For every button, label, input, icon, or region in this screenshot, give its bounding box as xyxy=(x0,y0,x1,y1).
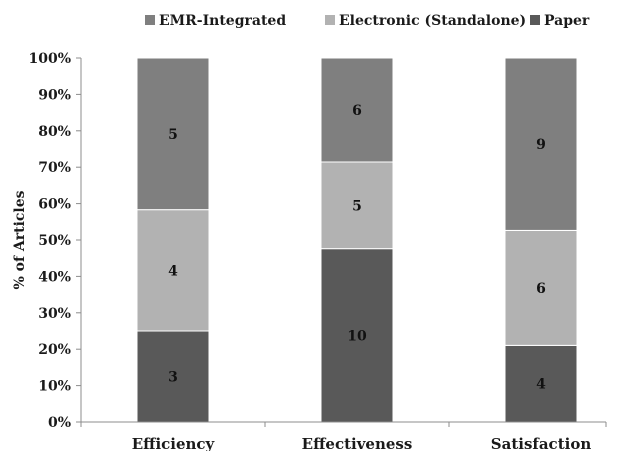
x-tick-label: Satisfaction xyxy=(491,435,592,451)
y-tick-label: 90% xyxy=(38,87,71,103)
y-tick-label: 20% xyxy=(38,342,71,358)
y-tick-label: 30% xyxy=(38,306,71,322)
data-label-satisfaction-paper: 4 xyxy=(536,377,546,393)
y-tick-label: 70% xyxy=(38,160,71,176)
y-tick-label: 50% xyxy=(38,233,71,249)
data-label-satisfaction-emr-integrated: 9 xyxy=(536,137,546,153)
axes xyxy=(80,58,607,427)
y-tick-label: 40% xyxy=(38,269,71,285)
legend-label-emr-integrated: EMR-Integrated xyxy=(159,13,286,29)
data-label-effectiveness-emr-integrated: 6 xyxy=(352,103,362,119)
bar-segment-effectiveness-paper xyxy=(320,248,394,423)
y-tick-label: 10% xyxy=(38,379,71,395)
x-axis-labels: Efficiency Effectiveness Satisfaction xyxy=(132,435,592,451)
y-axis-ticks: 0% 10% 20% 30% 40% 50% 60% 70% 80% 90% 100% xyxy=(28,51,81,431)
legend-swatch-electronic-standalone xyxy=(325,15,335,25)
bar-segment-efficiency-paper xyxy=(136,330,210,423)
y-tick-label: 80% xyxy=(38,124,71,140)
legend-label-paper: Paper xyxy=(544,13,590,29)
bars: 3 4 5 10 5 6 4 6 9 xyxy=(136,57,578,423)
bar-segment-satisfaction-emr-integrated xyxy=(504,57,578,231)
bar-segment-effectiveness-emr-integrated xyxy=(320,57,394,163)
y-tick-label: 60% xyxy=(38,197,71,213)
y-tick-label: 0% xyxy=(48,415,71,431)
y-tick-label: 100% xyxy=(28,51,71,67)
data-label-satisfaction-electronic-standalone: 6 xyxy=(536,281,546,297)
data-label-effectiveness-paper: 10 xyxy=(347,328,367,344)
bar-segment-efficiency-electronic-standalone xyxy=(136,209,210,332)
legend-swatch-paper xyxy=(530,15,540,25)
legend-swatch-emr-integrated xyxy=(145,15,155,25)
bar-segment-effectiveness-electronic-standalone xyxy=(320,161,394,250)
x-tick-label: Effectiveness xyxy=(302,435,413,451)
legend: EMR-Integrated Electronic (Standalone) Pap… xyxy=(145,13,590,29)
y-axis-title: % of Articles xyxy=(12,190,28,289)
bar-segment-efficiency-emr-integrated xyxy=(136,57,210,211)
data-label-efficiency-emr-integrated: 5 xyxy=(168,127,178,143)
data-label-efficiency-electronic-standalone: 4 xyxy=(168,263,178,279)
x-tick-label: Efficiency xyxy=(132,435,216,451)
bar-segment-satisfaction-electronic-standalone xyxy=(504,229,578,346)
legend-label-electronic-standalone: Electronic (Standalone) xyxy=(339,13,526,29)
data-label-effectiveness-electronic-standalone: 5 xyxy=(352,198,362,214)
data-label-efficiency-paper: 3 xyxy=(168,370,178,386)
